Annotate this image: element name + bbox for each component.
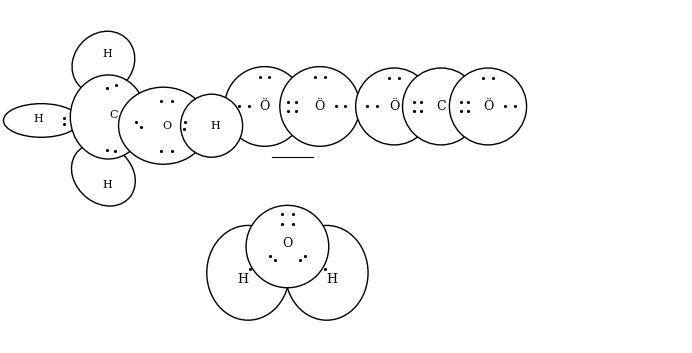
Text: Ö: Ö (483, 100, 493, 113)
Text: O: O (282, 237, 293, 250)
Ellipse shape (72, 31, 135, 94)
Text: H: H (33, 114, 43, 124)
Text: Ö: Ö (389, 100, 399, 113)
Ellipse shape (285, 226, 368, 320)
Ellipse shape (449, 68, 527, 145)
Ellipse shape (71, 143, 136, 206)
Ellipse shape (3, 104, 80, 137)
Text: Ö: Ö (315, 100, 325, 113)
Text: H: H (102, 49, 111, 59)
Ellipse shape (118, 87, 208, 164)
Ellipse shape (356, 68, 432, 145)
Text: H: H (102, 180, 111, 190)
Text: H: H (210, 121, 220, 131)
Ellipse shape (207, 226, 289, 320)
Ellipse shape (280, 67, 360, 146)
Text: C: C (109, 110, 118, 120)
Text: O: O (162, 121, 172, 131)
Ellipse shape (403, 68, 480, 145)
Ellipse shape (181, 94, 243, 157)
Text: C: C (436, 100, 446, 113)
Ellipse shape (246, 205, 329, 288)
Text: H: H (237, 273, 248, 286)
Ellipse shape (225, 67, 304, 146)
Ellipse shape (71, 75, 146, 159)
Text: H: H (327, 273, 338, 286)
Text: Ö: Ö (260, 100, 270, 113)
